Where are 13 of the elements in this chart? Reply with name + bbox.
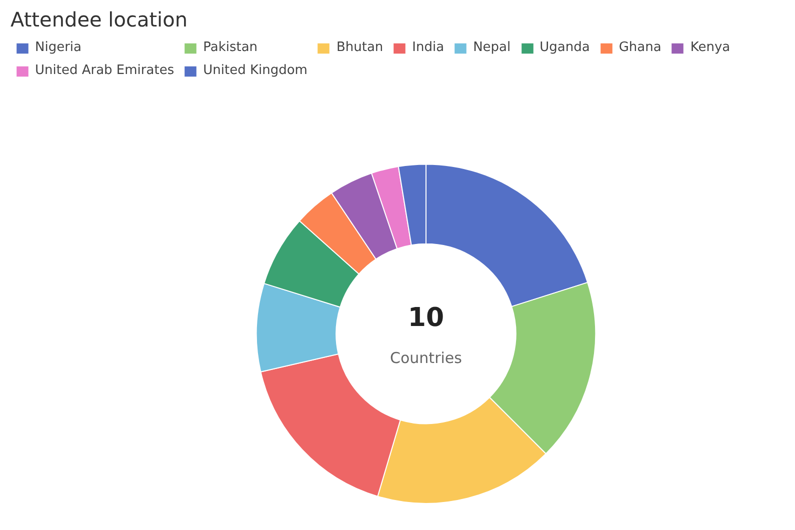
- legend-label: Uganda: [540, 40, 590, 55]
- text: 10: [408, 303, 444, 334]
- legend-label: Ghana: [618, 40, 662, 55]
- legend-label: Nigeria: [35, 40, 82, 55]
- legend-label: Kenya: [690, 40, 730, 55]
- legend-label: India: [412, 40, 444, 55]
- legend-label: Bhutan: [336, 40, 384, 55]
- legend-label: Pakistan: [203, 40, 258, 55]
- chart-title: Attendee location: [10, 8, 188, 32]
- text: Countries: [390, 349, 462, 368]
- legend-label: Nepal: [473, 40, 511, 55]
- legend-label: United Kingdom: [203, 63, 308, 78]
- legend-label: United Arab Emirates: [35, 63, 174, 78]
